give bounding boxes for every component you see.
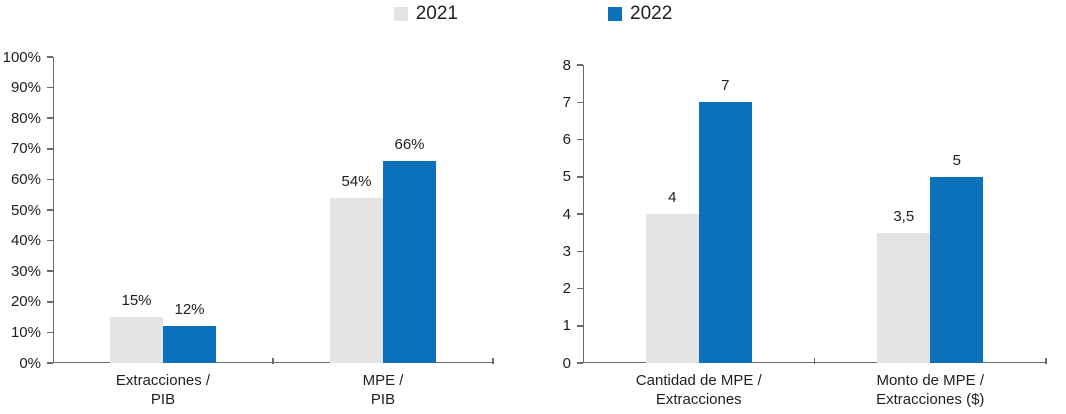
category-label-line: Extracciones ($) [876, 391, 985, 408]
y-axis-tick [47, 117, 53, 119]
y-axis-tick [577, 213, 583, 215]
category-label-line: Monto de MPE / [876, 372, 985, 389]
y-axis-tick [577, 325, 583, 327]
y-axis-tick-label: 30% [10, 262, 41, 280]
category-label-line: Extracciones / [115, 372, 211, 389]
y-axis-tick-label: 7 [562, 93, 571, 111]
y-axis-tick-label: 1 [562, 317, 571, 335]
bar-value-label: 3,5 [893, 207, 915, 225]
bar-value-label: 12% [174, 301, 205, 319]
y-axis-tick [47, 178, 53, 181]
category-label-line: Cantidad de MPE / [635, 372, 762, 389]
category-label: Cantidad de MPE / Extracciones [583, 371, 815, 409]
y-axis-tick-label: 3 [562, 242, 571, 260]
bar-2022 [163, 326, 216, 363]
legend: 2021 2022 [0, 2, 1066, 26]
y-axis-tick [47, 301, 53, 303]
category-label: Monto de MPE / Extracciones ($) [815, 371, 1047, 409]
y-axis-tick [47, 56, 53, 58]
x-axis-tick [272, 358, 274, 364]
bar-2021 [110, 317, 163, 363]
category-label: MPE / PIB [273, 371, 493, 409]
bar-value-label: 66% [394, 136, 425, 154]
legend-swatch-2021 [393, 7, 408, 21]
legend-label-2022: 2022 [630, 3, 673, 24]
y-axis-tick [577, 287, 583, 290]
y-axis-tick [47, 148, 53, 150]
bar-2022 [698, 102, 752, 363]
y-axis-tick-label: 0 [562, 354, 571, 372]
y-axis-tick-label: 0% [19, 354, 41, 372]
y-axis-tick-label: 60% [10, 170, 41, 188]
bar-value-label: 7 [721, 77, 730, 95]
y-axis-tick [577, 250, 583, 252]
y-axis-tick [577, 64, 583, 66]
y-axis-tick-label: 10% [10, 323, 41, 341]
y-axis-tick-label: 6 [562, 131, 571, 148]
category-label: Extracciones / PIB [53, 371, 273, 409]
y-axis-tick-label: 90% [10, 79, 41, 97]
category-label-line: PIB [370, 391, 396, 408]
category-label-line: MPE / [362, 372, 404, 389]
y-axis-tick [47, 239, 53, 242]
bar-2021 [330, 197, 383, 363]
y-axis-tick-label: 4 [562, 205, 571, 223]
bar-value-label: 5 [952, 151, 961, 169]
x-axis-tick [1045, 358, 1047, 364]
bar-value-label: 54% [341, 172, 372, 190]
bar-2022 [930, 176, 984, 363]
bar-value-label: 15% [121, 292, 152, 310]
y-axis-tick [577, 138, 583, 141]
legend-item-2021: 2021 [393, 2, 458, 26]
y-axis-tick [47, 331, 53, 334]
y-axis-tick [577, 362, 583, 364]
bar-2021 [645, 214, 699, 363]
bar-2021 [877, 232, 931, 363]
legend-label-2021: 2021 [415, 3, 458, 24]
legend-item-2022: 2022 [608, 2, 672, 26]
y-axis-tick-label: 50% [10, 201, 41, 219]
y-axis-tick-label: 100% [2, 48, 41, 66]
y-axis-tick-label: 8 [562, 56, 571, 74]
y-axis-tick [47, 270, 53, 272]
y-axis-tick [577, 101, 583, 103]
x-axis-tick [813, 358, 815, 364]
y-axis-tick-label: 2 [562, 280, 571, 297]
x-axis-tick [492, 358, 494, 364]
y-axis-tick [47, 362, 53, 364]
y-axis-tick [47, 209, 53, 211]
y-axis-tick-label: 70% [10, 140, 41, 158]
y-axis-tick-label: 40% [10, 232, 41, 250]
bar-value-label: 4 [668, 189, 677, 206]
y-axis-tick-label: 80% [10, 109, 41, 127]
category-label-line: PIB [150, 391, 176, 408]
y-axis-tick [47, 86, 53, 89]
y-axis-tick-label: 5 [562, 168, 571, 186]
legend-swatch-2022 [608, 7, 622, 21]
bar-2022 [383, 161, 436, 363]
y-axis-tick-label: 20% [10, 293, 41, 311]
y-axis-tick [577, 176, 583, 178]
category-label-line: Extracciones [655, 391, 742, 408]
